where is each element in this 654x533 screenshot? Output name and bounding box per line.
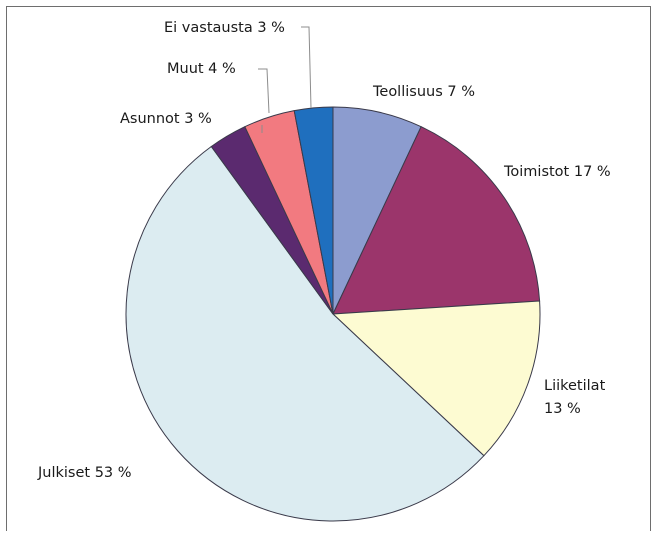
- slice-label-ei-vastausta: Ei vastausta 3 %: [164, 20, 285, 36]
- leader-lines: [258, 26, 312, 133]
- pie-slices: [125, 106, 541, 522]
- slice-label-julkiset: Julkiset 53 %: [37, 465, 132, 481]
- slice-label-muut: Muut 4 %: [167, 61, 236, 77]
- leader-line-muut: [258, 68, 270, 114]
- pie-slice-ei: [293, 106, 334, 315]
- leader-line-ei-vastausta: [301, 26, 312, 109]
- slice-label-asunnot: Asunnot 3 %: [120, 111, 212, 127]
- pie-slice-toimistot: [332, 126, 541, 315]
- pie-slice-liiketilat: [331, 300, 541, 457]
- pie-slice-julkiset: [125, 145, 485, 522]
- slice-labels: Teollisuus 7 % Toimistot 17 % Liiketilat…: [37, 20, 611, 481]
- slice-label-toimistot: Toimistot 17 %: [503, 164, 611, 180]
- slice-label-liiketilat: Liiketilat 13 %: [544, 378, 606, 417]
- slice-label-teollisuus: Teollisuus 7 %: [372, 84, 475, 100]
